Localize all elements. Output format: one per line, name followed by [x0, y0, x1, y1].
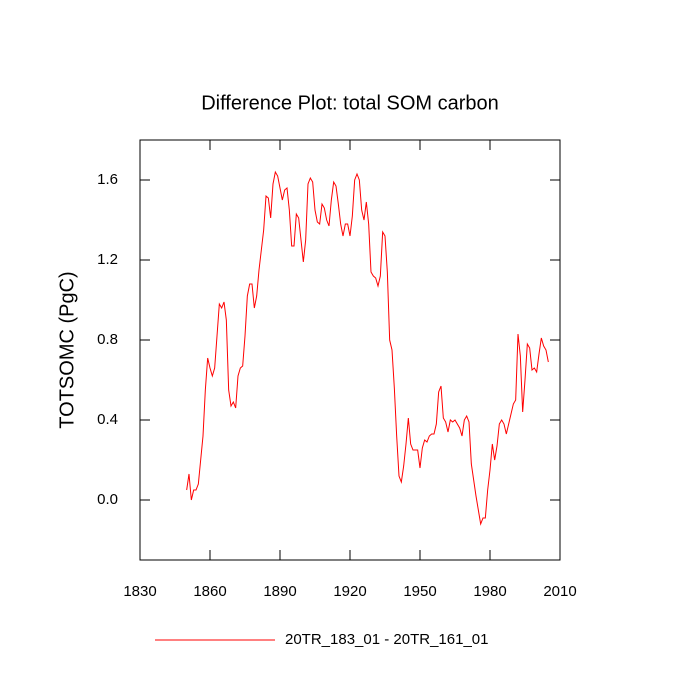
y-tick-label: 1.2: [97, 251, 118, 268]
x-tick-label: 1890: [263, 583, 296, 600]
y-axis-label: TOTSOMC (PgC): [56, 271, 78, 428]
y-tick-label: 0.4: [97, 411, 118, 428]
y-tick-label: 0.8: [97, 331, 118, 348]
legend-label: 20TR_183_01 - 20TR_161_01: [285, 631, 488, 648]
x-tick-label: 1980: [473, 583, 506, 600]
x-tick-label: 1920: [333, 583, 366, 600]
plot-frame: [139, 139, 561, 561]
data-line: [186, 170, 549, 526]
y-tick-label: 1.6: [97, 171, 118, 188]
y-tick-label: 0.0: [97, 491, 118, 508]
x-tick-label: 1830: [123, 583, 156, 600]
x-tick-label: 1860: [193, 583, 226, 600]
x-tick-label: 2010: [543, 583, 576, 600]
x-tick-label: 1950: [403, 583, 436, 600]
chart-title: Difference Plot: total SOM carbon: [201, 92, 499, 114]
